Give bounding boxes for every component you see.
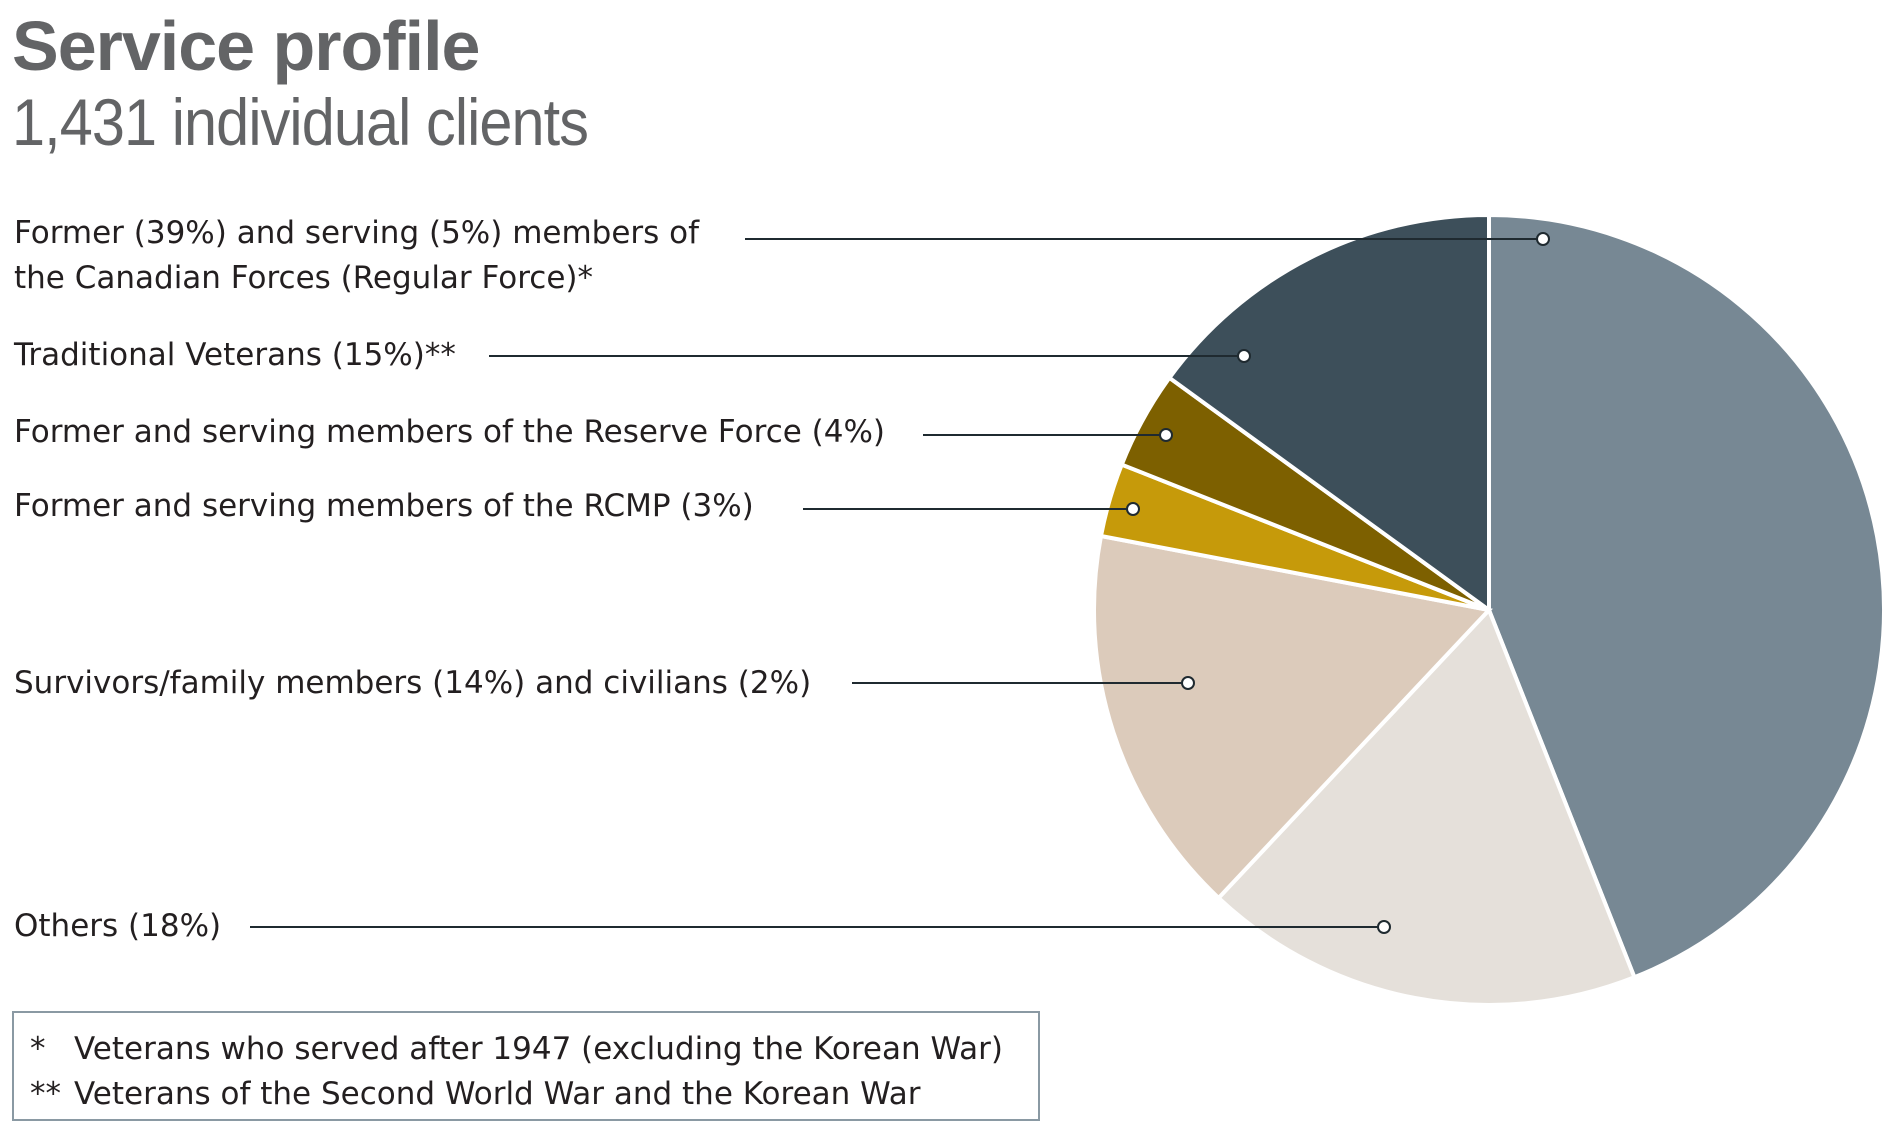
leader-dot-regular-force [1536,232,1550,246]
leader-dot-survivors [1181,676,1195,690]
label-survivors: Survivors/family members (14%) and civil… [14,665,812,701]
label-reserve-force: Former and serving members of the Reserv… [14,414,886,450]
label-regular-force: Former (39%) and serving (5%) members of… [14,211,699,301]
footnote-mark: * [30,1031,46,1067]
footnote-box: * Veterans who served after 1947 (excludi… [12,1011,1040,1121]
label-rcmp: Former and serving members of the RCMP (… [14,488,754,524]
label-line: Former (39%) and serving (5%) members of [14,215,700,251]
pie-slice-traditional-veterans [1166,212,1491,614]
footnote-2: ** Veterans of the Second World War and t… [30,1072,1038,1117]
label-others: Others (18%) [14,908,222,944]
chart-subtitle: 1,431 individual clients [12,85,589,159]
chart-title: Service profile [12,7,480,85]
footnote-mark: ** [30,1076,61,1112]
footnote-text: Veterans who served after 1947 (excludin… [74,1031,1003,1067]
label-line: the Canadian Forces (Regular Force)* [14,260,593,296]
footnote-1: * Veterans who served after 1947 (excludi… [30,1027,1038,1072]
footnote-text: Veterans of the Second World War and the… [74,1076,921,1112]
pie-slice-others [1215,606,1638,1008]
leader-dot-rcmp [1126,502,1140,516]
pie-slice-regular-force [1487,212,1886,980]
leader-dot-traditional-veterans [1237,349,1251,363]
leader-dot-others [1377,920,1391,934]
pie-slice-survivors [1092,533,1493,901]
label-traditional-veterans: Traditional Veterans (15%)** [14,337,456,373]
leader-dot-reserve-force [1159,428,1173,442]
